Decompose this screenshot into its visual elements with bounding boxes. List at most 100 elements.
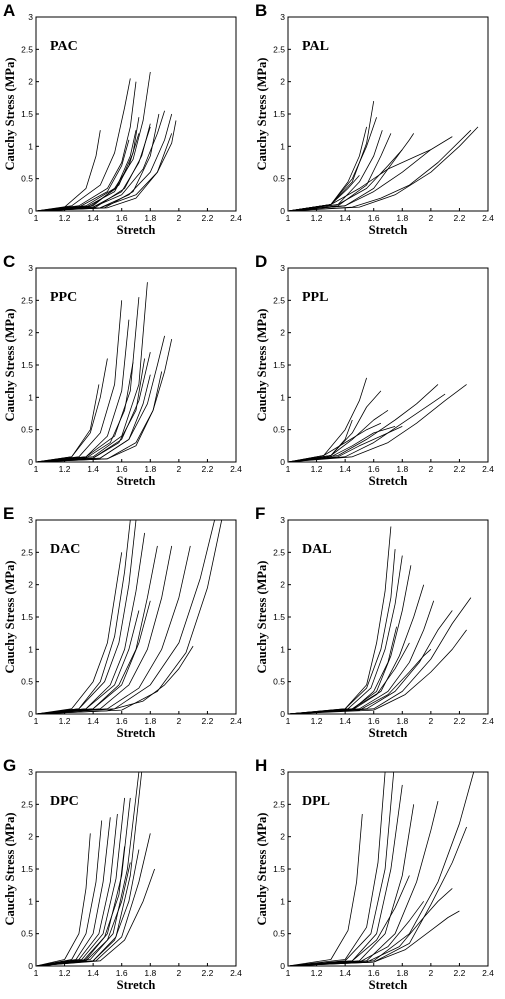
x-tick-label: 2.4 <box>230 464 242 474</box>
x-axis-label: Stretch <box>117 223 156 237</box>
y-tick-label: 1.5 <box>273 612 285 622</box>
y-tick-label: 0.5 <box>273 929 285 939</box>
stress-curve-5 <box>287 584 425 715</box>
y-tick-label: 2.5 <box>21 799 33 809</box>
x-axis-label: Stretch <box>369 726 408 740</box>
y-tick-label: 0.5 <box>273 677 285 687</box>
panel-tag: PPL <box>302 290 328 305</box>
x-tick-label: 2 <box>428 213 433 223</box>
stress-curve-6 <box>287 801 439 967</box>
stress-curve-2 <box>35 78 131 212</box>
x-tick-label: 2.4 <box>230 213 242 223</box>
x-tick-label: 2.2 <box>202 213 214 223</box>
y-axis-label: Cauchy Stress (MPa) <box>255 813 269 926</box>
x-tick-label: 1.2 <box>59 213 71 223</box>
panel-letter: B <box>255 1 267 20</box>
y-tick-label: 3 <box>280 767 285 777</box>
stress-curve-3 <box>287 409 389 463</box>
stress-curve-12 <box>35 849 140 967</box>
y-tick-label: 1 <box>280 644 285 654</box>
x-tick-label: 1.6 <box>116 464 128 474</box>
y-tick-label: 3 <box>28 767 33 777</box>
stress-curve-1 <box>287 377 367 463</box>
x-tick-label: 1.2 <box>59 464 71 474</box>
panel-tag: DPC <box>50 794 79 809</box>
y-tick-label: 1.5 <box>21 612 33 622</box>
x-tick-label: 2.2 <box>454 213 466 223</box>
y-tick-label: 0 <box>280 457 285 467</box>
x-tick-label: 2 <box>428 716 433 726</box>
y-tick-label: 2 <box>28 832 33 842</box>
panel-letter: G <box>3 756 16 775</box>
y-tick-label: 1 <box>280 392 285 402</box>
y-tick-label: 1 <box>28 644 33 654</box>
x-tick-label: 1 <box>286 716 291 726</box>
panel-h: H 0 0.5 1 1.5 2 2.5 3 1 1.2 1.4 1.6 1.8 2 2.2 2.4 Stretc… <box>255 756 494 992</box>
x-tick-label: 1.6 <box>368 716 380 726</box>
stress-curve-11 <box>35 374 151 463</box>
y-tick-label: 2.5 <box>21 44 33 54</box>
y-tick-label: 3 <box>280 12 285 22</box>
stress-curve-1 <box>35 833 91 967</box>
stress-curve-6 <box>35 545 173 715</box>
x-tick-label: 2 <box>176 716 181 726</box>
y-tick-label: 0 <box>28 961 33 971</box>
x-tick-label: 1.6 <box>116 716 128 726</box>
stress-curve-5 <box>287 393 446 463</box>
stress-curve-10 <box>287 126 479 212</box>
y-tick-label: 0 <box>28 457 33 467</box>
y-tick-label: 3 <box>280 515 285 525</box>
stress-curve-12 <box>35 610 140 715</box>
panel-d: D 0 0.5 1 1.5 2 2.5 3 1 1.2 1.4 1.6 1.8 2 2.2 2.4 Stretc… <box>255 252 494 488</box>
stress-curve-10 <box>287 910 460 967</box>
y-tick-label: 1 <box>28 896 33 906</box>
stress-curve-3 <box>287 126 367 212</box>
x-tick-label: 1.2 <box>59 716 71 726</box>
panel-tag: PPC <box>50 290 77 305</box>
x-axis-label: Stretch <box>369 474 408 488</box>
y-tick-label: 1.5 <box>273 864 285 874</box>
y-tick-label: 0.5 <box>273 174 285 184</box>
y-tick-label: 1 <box>28 392 33 402</box>
stress-curve-4 <box>35 532 145 715</box>
x-tick-label: 2.4 <box>482 968 494 978</box>
stress-curve-1 <box>287 101 375 212</box>
panel-letter: F <box>255 504 265 523</box>
x-axis-label: Stretch <box>369 978 408 992</box>
panel-tag: DAL <box>302 542 332 557</box>
stress-curve-5 <box>287 133 392 212</box>
stress-curve-12 <box>35 371 163 463</box>
x-tick-label: 1.8 <box>144 213 156 223</box>
x-tick-label: 2.2 <box>202 464 214 474</box>
x-tick-label: 1.4 <box>339 716 351 726</box>
x-tick-label: 2 <box>176 464 181 474</box>
y-axis-label: Cauchy Stress (MPa) <box>3 58 17 171</box>
y-tick-label: 2 <box>280 328 285 338</box>
x-tick-label: 1.4 <box>339 968 351 978</box>
y-tick-label: 2 <box>280 580 285 590</box>
y-tick-label: 2 <box>28 77 33 87</box>
x-tick-label: 1.4 <box>87 716 99 726</box>
y-tick-label: 0 <box>280 961 285 971</box>
stress-curve-3 <box>35 519 137 715</box>
panel-c: C 0 0.5 1 1.5 2 2.5 3 1 1.2 1.4 1.6 1.8 2 2.2 2.4 Stretc… <box>3 252 242 488</box>
y-axis-label: Cauchy Stress (MPa) <box>255 561 269 674</box>
y-axis-label: Cauchy Stress (MPa) <box>3 561 17 674</box>
stress-curve-5 <box>287 804 415 967</box>
x-tick-label: 2 <box>428 968 433 978</box>
stress-curve-2 <box>35 358 108 463</box>
stress-curve-12 <box>287 626 397 715</box>
x-tick-label: 1.4 <box>339 464 351 474</box>
y-tick-label: 3 <box>28 515 33 525</box>
x-tick-label: 1.8 <box>144 464 156 474</box>
stress-curve-10 <box>35 645 194 715</box>
stress-curve-13 <box>35 352 151 463</box>
x-tick-label: 1 <box>34 464 39 474</box>
x-tick-label: 1.6 <box>116 213 128 223</box>
stress-curve-7 <box>35 361 134 463</box>
stress-curve-10 <box>35 868 155 967</box>
x-axis-label: Stretch <box>117 474 156 488</box>
x-tick-label: 1.6 <box>368 464 380 474</box>
x-tick-label: 1.4 <box>87 213 99 223</box>
